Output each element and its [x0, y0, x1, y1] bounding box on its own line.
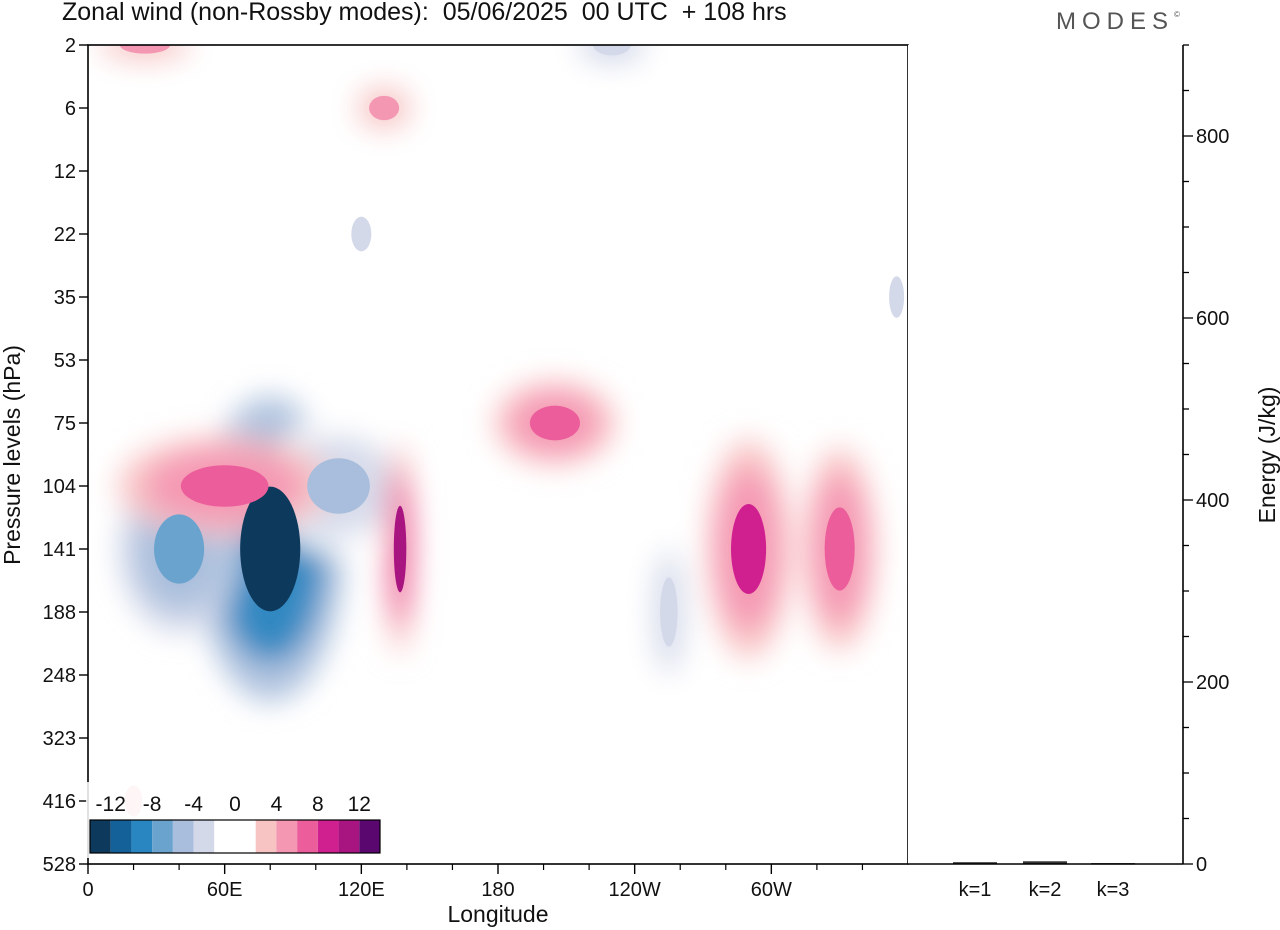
energy-panel: k=1 k=2 k=3 0 200 400 600 800 Energy (J/kg) — [908, 44, 1280, 901]
colorbar-label: 4 — [271, 793, 283, 816]
colorbar: -12 -8 -4 0 4 8 12 — [86, 782, 384, 858]
heatmap-feature-core — [369, 95, 400, 121]
colorbar-label: -12 — [96, 793, 126, 816]
heatmap-feature-core — [154, 514, 205, 584]
x-tick-label: 60W — [751, 879, 792, 901]
heatmap-feature-core — [351, 216, 372, 252]
colorbar-swatch — [214, 820, 235, 853]
energy-axis: 0 200 400 600 800 — [1183, 44, 1229, 876]
y-tick-label: 12 — [54, 161, 76, 183]
colorbar-swatch — [338, 820, 360, 853]
heatmap-feature-core — [307, 458, 370, 514]
heatmap-feature-core — [240, 486, 301, 612]
y-tick-label: 2 — [65, 35, 76, 57]
x-tick-label: 0 — [82, 879, 93, 901]
colorbar-swatch — [255, 820, 277, 853]
longitude-axis: 0 60E 120E 180 120W 60W — [82, 864, 864, 901]
heatmap-feature-core — [393, 505, 407, 593]
energy-tick-label: 200 — [1196, 672, 1229, 694]
heatmap-feature-core — [889, 276, 905, 318]
energy-tick-label: 800 — [1196, 126, 1229, 148]
heatmap-feature-core — [731, 503, 767, 595]
y-tick-label: 35 — [54, 287, 76, 309]
colorbar-swatch — [172, 820, 194, 853]
x-tick-label: 120E — [338, 879, 385, 901]
heatmap-feature-core — [660, 577, 678, 647]
energy-axis-label: Energy (J/kg) — [1254, 387, 1280, 524]
colorbar-swatch — [297, 820, 318, 853]
energy-tick-label: 600 — [1196, 308, 1229, 330]
y-tick-label: 104 — [43, 476, 76, 498]
heatmap-panel: 0 60E 120E 180 120W 60W 2 6 12 22 35 53 75 104 141 188… — [0, 35, 909, 927]
pressure-axis: 2 6 12 22 35 53 75 104 141 188 248 323 416 528 — [43, 35, 88, 876]
energy-tick-label: 0 — [1196, 854, 1207, 876]
colorbar-swatch — [276, 820, 298, 853]
heatmap-feature-core — [824, 507, 855, 591]
y-tick-label: 323 — [43, 728, 76, 750]
colorbar-label: 8 — [312, 793, 324, 816]
logo-mark: © — [1174, 10, 1180, 19]
heatmap-feature-core — [593, 45, 631, 56]
y-tick-label: 6 — [65, 98, 76, 120]
modes-logo: MODES© — [1056, 8, 1180, 36]
chart-title: Zonal wind (non-Rossby modes): 05/06/202… — [62, 0, 787, 26]
energy-category-label: k=3 — [1097, 879, 1130, 901]
x-axis-label: Longitude — [447, 901, 548, 927]
heatmap-feature-core — [119, 45, 170, 54]
heatmap-feature-core — [180, 465, 269, 507]
colorbar-swatch — [152, 820, 173, 853]
logo-text: MODES — [1056, 8, 1175, 35]
colorbar-swatch — [110, 820, 132, 853]
energy-bars: k=1 k=2 k=3 — [953, 861, 1135, 901]
energy-bar — [953, 862, 997, 864]
energy-tick-label: 400 — [1196, 490, 1229, 512]
colorbar-swatch — [359, 820, 380, 853]
x-tick-label: 60E — [207, 879, 243, 901]
x-tick-label: 120W — [609, 879, 661, 901]
colorbar-swatch — [193, 820, 215, 853]
y-tick-label: 188 — [43, 602, 76, 624]
colorbar-label: 0 — [229, 793, 241, 816]
y-tick-label: 141 — [43, 539, 76, 561]
colorbar-frame — [89, 819, 381, 854]
colorbar-label: -8 — [143, 793, 162, 816]
colorbar-label: -4 — [184, 793, 203, 816]
heatmap-field — [88, 45, 908, 840]
colorbar-label: 12 — [348, 793, 371, 816]
energy-bar — [1023, 861, 1067, 864]
heatmap-feature-core — [529, 405, 580, 441]
colorbar-swatch — [317, 820, 339, 853]
colorbar-swatch — [131, 820, 153, 853]
y-tick-label: 248 — [43, 665, 76, 687]
energy-category-label: k=1 — [959, 879, 992, 901]
colorbar-swatch — [235, 820, 256, 853]
y-tick-label: 416 — [43, 791, 76, 813]
y-tick-label: 53 — [54, 350, 76, 372]
energy-category-label: k=2 — [1029, 879, 1062, 901]
y-axis-label: Pressure levels (hPa) — [0, 345, 25, 565]
y-tick-label: 528 — [43, 854, 76, 876]
energy-background — [908, 45, 1183, 864]
colorbar-swatch — [90, 820, 111, 853]
y-tick-label: 75 — [54, 413, 76, 435]
y-tick-label: 22 — [54, 224, 76, 246]
x-tick-label: 180 — [481, 879, 514, 901]
